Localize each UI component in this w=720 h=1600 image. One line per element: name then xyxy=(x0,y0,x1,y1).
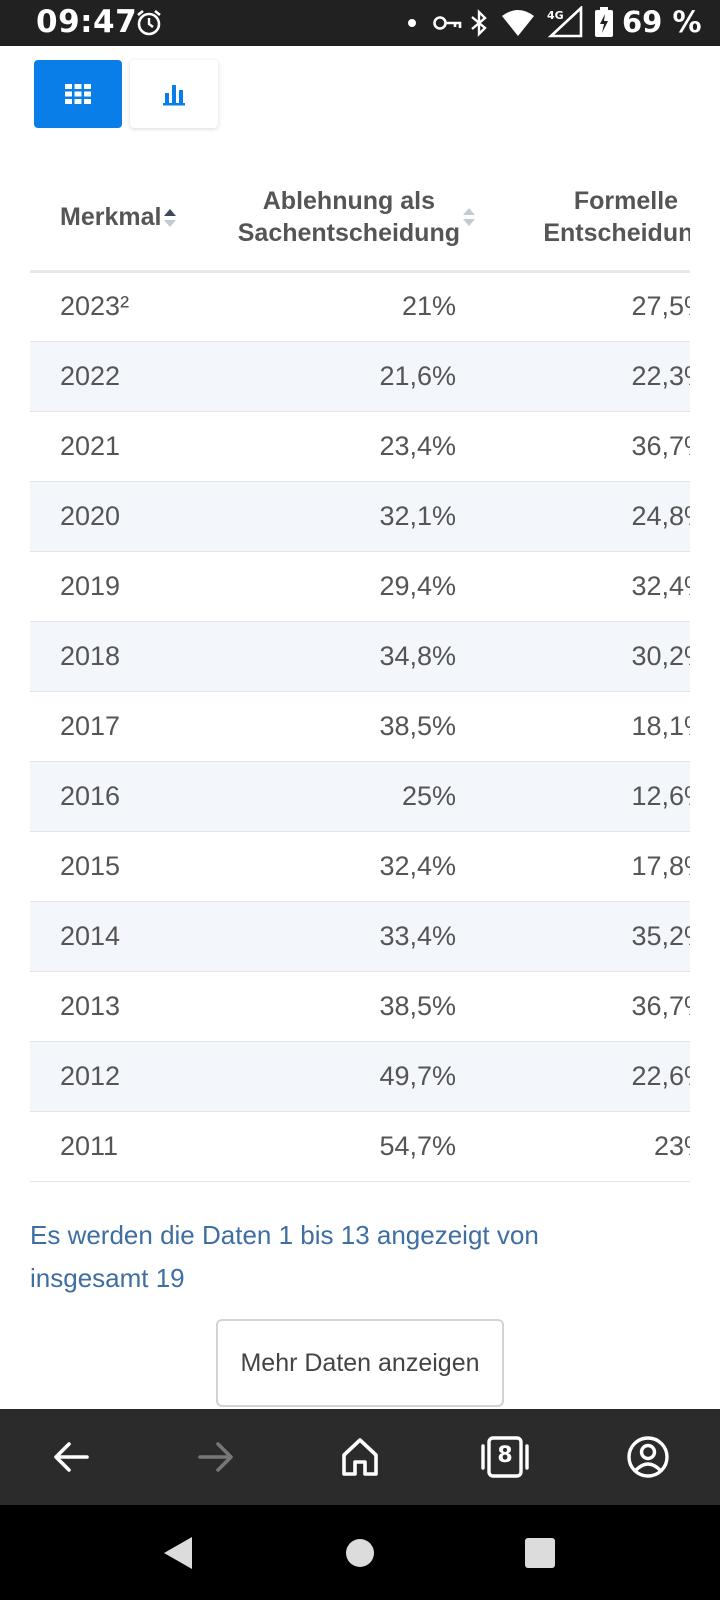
column-header-label: Formelle xyxy=(573,187,679,216)
cell-year: 2016 xyxy=(30,761,220,832)
column-header-label: Merkmal xyxy=(60,202,162,231)
cell-ablehnung: 38,5% xyxy=(220,691,496,762)
wifi-icon xyxy=(502,10,534,36)
cell-formelle: 12,6% xyxy=(496,761,690,832)
cell-year: 2012 xyxy=(30,1041,220,1112)
notification-dot-icon xyxy=(408,19,416,27)
cell-year: 2017 xyxy=(30,691,220,762)
cell-year: 2022 xyxy=(30,341,220,412)
system-back-icon[interactable] xyxy=(160,1535,196,1571)
tabs-button[interactable]: 8 xyxy=(480,1433,530,1481)
statistics-table: Merkmal Ablehnung als Sachentscheidung F… xyxy=(30,165,690,1182)
cell-ablehnung: 32,4% xyxy=(220,831,496,902)
cell-ablehnung: 29,4% xyxy=(220,551,496,622)
alarm-icon xyxy=(137,9,161,36)
cell-formelle: 17,8% xyxy=(496,831,690,902)
cell-year: 2019 xyxy=(30,551,220,622)
cell-ablehnung: 25% xyxy=(220,761,496,832)
table-header-row: Merkmal Ablehnung als Sachentscheidung F… xyxy=(30,165,690,273)
cell-year: 2013 xyxy=(30,971,220,1042)
status-bar: 09:47 4G 69 % xyxy=(0,0,720,46)
battery-percentage: 69 % xyxy=(622,5,702,39)
column-header-label: Entscheidung xyxy=(543,219,690,248)
column-header-formelle[interactable]: Formelle Entscheidung xyxy=(496,165,690,273)
forward-arrow-icon xyxy=(198,1442,233,1472)
cell-year: 2014 xyxy=(30,901,220,972)
pagination-info: Es werden die Daten 1 bis 13 angezeigt v… xyxy=(30,1220,539,1293)
cell-year: 2011 xyxy=(30,1111,220,1182)
browser-toolbar: 8 xyxy=(0,1409,720,1505)
sort-ascending-icon[interactable] xyxy=(163,206,177,230)
cell-year: 2021 xyxy=(30,411,220,482)
cell-ablehnung: 23,4% xyxy=(220,411,496,482)
cell-ablehnung: 49,7% xyxy=(220,1041,496,1112)
sort-unsorted-icon[interactable] xyxy=(462,205,476,229)
cell-formelle: 24,8% xyxy=(496,481,690,552)
tab-count: 8 xyxy=(497,1443,513,1468)
svg-text:4G: 4G xyxy=(547,9,564,22)
cell-formelle: 30,2% xyxy=(496,621,690,692)
cellular-signal-icon: 4G xyxy=(547,6,583,38)
column-header-label: Ablehnung als xyxy=(262,187,435,216)
cell-formelle: 35,2% xyxy=(496,901,690,972)
cell-ablehnung: 33,4% xyxy=(220,901,496,972)
cell-year: 2018 xyxy=(30,621,220,692)
cell-formelle: 32,4% xyxy=(496,551,690,622)
table-view-button[interactable] xyxy=(34,60,122,128)
cell-ablehnung: 21% xyxy=(220,271,496,342)
cell-ablehnung: 21,6% xyxy=(220,341,496,412)
grid-icon xyxy=(65,84,91,104)
back-arrow-icon[interactable] xyxy=(47,1433,95,1481)
column-header-merkmal[interactable]: Merkmal xyxy=(30,165,220,273)
cell-formelle: 18,1% xyxy=(496,691,690,762)
tabs-icon xyxy=(481,1436,529,1478)
system-navigation-bar xyxy=(0,1505,720,1600)
cell-ablehnung: 38,5% xyxy=(220,971,496,1042)
column-header-ablehnung[interactable]: Ablehnung als Sachentscheidung xyxy=(220,165,496,273)
system-home-icon[interactable] xyxy=(342,1535,378,1571)
battery-charging-icon xyxy=(595,7,613,37)
home-icon[interactable] xyxy=(336,1433,384,1481)
vpn-key-icon xyxy=(433,16,462,30)
account-icon[interactable] xyxy=(624,1433,672,1481)
table-body: 2023²21%27,5%202221,6%22,3%202123,4%36,7… xyxy=(30,271,690,1182)
cell-formelle: 27,5% xyxy=(496,271,690,342)
cell-ablehnung: 34,8% xyxy=(220,621,496,692)
cell-ablehnung: 54,7% xyxy=(220,1111,496,1182)
cell-formelle: 36,7% xyxy=(496,971,690,1042)
cell-year: 2023² xyxy=(30,271,220,342)
cell-formelle: 23% xyxy=(496,1111,690,1182)
show-more-data-button[interactable]: Mehr Daten anzeigen xyxy=(216,1319,504,1407)
cell-formelle: 36,7% xyxy=(496,411,690,482)
bar-chart-icon xyxy=(163,85,185,106)
statistics-table-container[interactable]: Merkmal Ablehnung als Sachentscheidung F… xyxy=(30,165,690,1182)
bluetooth-icon xyxy=(471,9,487,37)
cell-formelle: 22,3% xyxy=(496,341,690,412)
column-header-label: Sachentscheidung xyxy=(237,219,460,248)
cell-ablehnung: 32,1% xyxy=(220,481,496,552)
chart-view-button[interactable] xyxy=(130,60,218,128)
cell-formelle: 22,6% xyxy=(496,1041,690,1112)
status-time: 09:47 xyxy=(36,4,138,40)
cell-year: 2015 xyxy=(30,831,220,902)
cell-year: 2020 xyxy=(30,481,220,552)
system-recents-icon[interactable] xyxy=(522,1535,558,1571)
